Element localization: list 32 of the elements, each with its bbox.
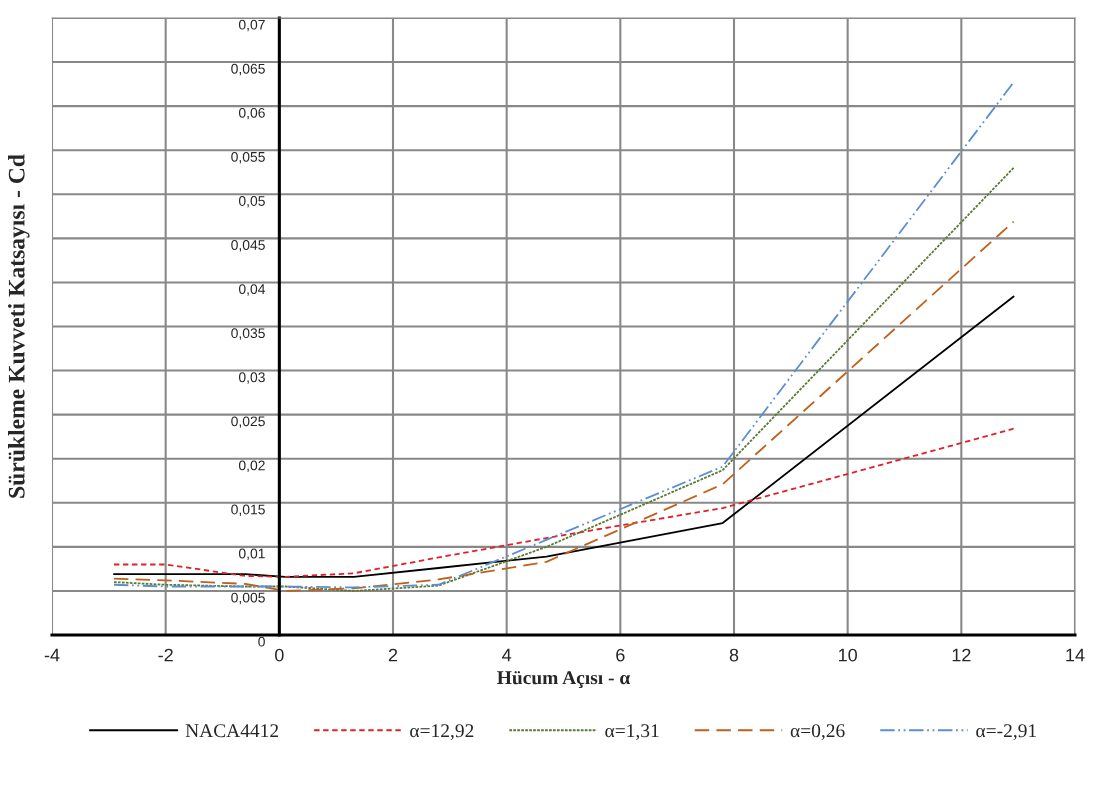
x-tick-label: 6 bbox=[616, 648, 625, 662]
y-tick-label: 0,04 bbox=[238, 284, 266, 296]
y-tick-label: 0,06 bbox=[238, 107, 265, 120]
x-tick-label: -4 bbox=[44, 648, 60, 662]
x-tick-label: 14 bbox=[1066, 648, 1085, 662]
y-tick-label: 0,055 bbox=[231, 151, 265, 164]
x-tick-label: 0 bbox=[275, 648, 284, 662]
y-tick-label: 0,045 bbox=[231, 240, 265, 252]
y-tick-label: 0,015 bbox=[231, 504, 265, 517]
x-tick-label: 10 bbox=[839, 648, 857, 662]
y-axis-title: Sürükleme Kuvveti Katsayısı - Cd bbox=[8, 154, 30, 498]
y-tick-label: 0 bbox=[258, 636, 265, 647]
x-tick-label: 8 bbox=[729, 648, 739, 662]
legend-label: α=12,92 bbox=[410, 724, 474, 741]
x-tick-label: 2 bbox=[388, 648, 398, 662]
y-tick-label: 0,035 bbox=[231, 328, 265, 340]
x-tick-label: 12 bbox=[952, 648, 971, 662]
legend-label: NACA4412 bbox=[185, 724, 279, 738]
x-tick-label: -2 bbox=[158, 648, 173, 662]
x-axis-title: Hücum Açısı - α bbox=[497, 671, 631, 689]
y-tick-label: 0,025 bbox=[231, 416, 265, 428]
legend-label: α=-2,91 bbox=[976, 724, 1036, 741]
y-tick-label: 0,05 bbox=[238, 196, 265, 208]
y-tick-label: 0,02 bbox=[238, 460, 265, 472]
y-tick-label: 0,03 bbox=[238, 372, 265, 384]
y-tick-label: 0,065 bbox=[231, 63, 265, 76]
legend-label: α=0,26 bbox=[790, 724, 845, 741]
legend-label: α=1,31 bbox=[605, 724, 659, 741]
y-tick-label: 0,01 bbox=[238, 548, 265, 561]
y-tick-label: 0,005 bbox=[231, 592, 265, 605]
x-tick-label: 4 bbox=[502, 648, 512, 662]
y-tick-label: 0,07 bbox=[238, 19, 265, 32]
